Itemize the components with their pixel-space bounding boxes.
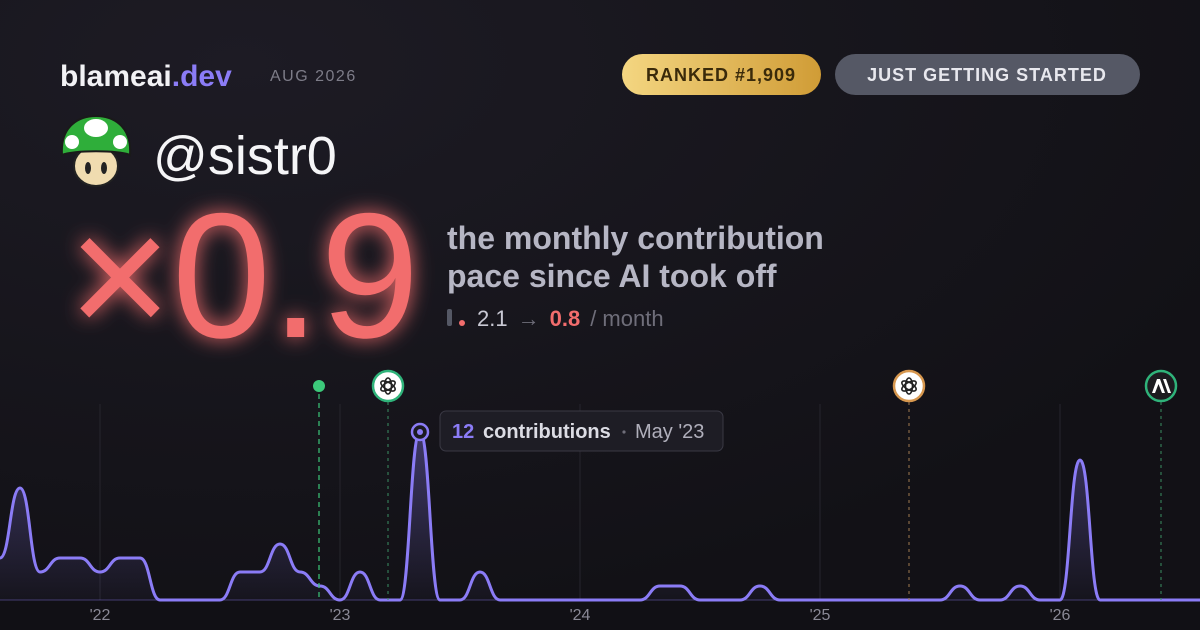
rank-badge — [622, 54, 821, 95]
description: pace since AI took off — [447, 258, 777, 294]
x-tick-label: '22 — [90, 607, 111, 624]
tooltip-value: 12 — [452, 421, 474, 443]
indicator-bar — [447, 309, 452, 326]
chart: '22 '23 '24 '25 '26 12 contributions May '23 — [0, 404, 1200, 630]
x-tick-label: '23 — [330, 607, 351, 624]
avatar — [60, 114, 132, 187]
rank-badge-text: RANKED #1,909 — [646, 65, 796, 85]
handle: @sistr0 — [153, 126, 337, 186]
tooltip-date: May '23 — [635, 421, 704, 443]
indicator-dot — [459, 320, 465, 326]
x-tick-label: '25 — [810, 607, 831, 624]
peak-dot — [417, 429, 423, 435]
description: the monthly contribution — [447, 220, 824, 256]
status-badge — [835, 54, 1140, 95]
event-markers — [313, 369, 1178, 600]
area — [0, 432, 1200, 600]
multiplier: ×0.9 — [68, 176, 419, 375]
x-tick-label: '24 — [570, 607, 591, 624]
pace: 2.1 → 0.8 / month — [477, 306, 664, 331]
pace-unit: / month — [590, 306, 663, 331]
pace-after: 0.8 — [550, 306, 581, 331]
x-tick-label: '26 — [1050, 607, 1071, 624]
brand: blameai.dev — [60, 60, 232, 93]
tooltip — [439, 410, 724, 452]
x-axis-band — [0, 600, 1200, 630]
pace-before: 2.1 — [477, 306, 508, 331]
brand-tld: .dev — [172, 60, 232, 93]
line — [0, 430, 1200, 602]
pace-arrow: → — [518, 306, 540, 331]
tooltip-label: contributions — [483, 421, 611, 443]
date: AUG 2026 — [270, 68, 357, 85]
tooltip-separator — [622, 430, 626, 434]
brand-name: blameai — [60, 60, 172, 93]
status-badge-text: JUST GETTING STARTED — [867, 65, 1107, 85]
